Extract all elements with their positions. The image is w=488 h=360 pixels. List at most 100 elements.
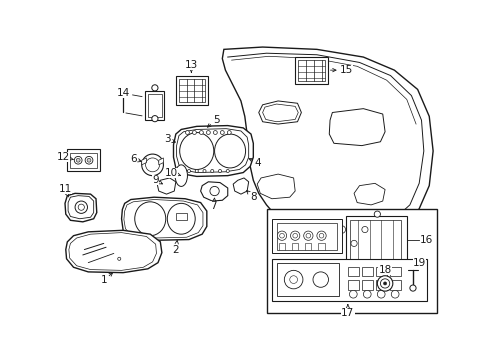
Circle shape bbox=[209, 186, 219, 195]
Polygon shape bbox=[176, 129, 248, 172]
Bar bbox=[276, 264, 338, 296]
Circle shape bbox=[409, 285, 415, 291]
Polygon shape bbox=[69, 233, 156, 270]
Circle shape bbox=[289, 276, 297, 283]
Text: 12: 12 bbox=[57, 152, 73, 162]
Polygon shape bbox=[257, 174, 295, 199]
Text: 14: 14 bbox=[116, 88, 142, 98]
Text: 13: 13 bbox=[184, 60, 198, 73]
Circle shape bbox=[377, 276, 392, 291]
Polygon shape bbox=[159, 158, 163, 165]
Bar bbox=[305, 243, 311, 249]
Bar bbox=[318, 243, 324, 249]
Polygon shape bbox=[65, 193, 97, 222]
Circle shape bbox=[337, 226, 345, 233]
Circle shape bbox=[292, 233, 297, 238]
Circle shape bbox=[305, 233, 310, 238]
Circle shape bbox=[74, 156, 82, 164]
Bar bbox=[271, 219, 341, 253]
Circle shape bbox=[210, 170, 213, 172]
Polygon shape bbox=[66, 230, 162, 273]
Polygon shape bbox=[200, 182, 227, 201]
Bar bbox=[176, 213, 186, 220]
Circle shape bbox=[145, 158, 159, 172]
Circle shape bbox=[151, 116, 158, 122]
Circle shape bbox=[118, 257, 121, 260]
Circle shape bbox=[226, 170, 229, 172]
Circle shape bbox=[373, 211, 380, 217]
Polygon shape bbox=[123, 199, 203, 238]
Polygon shape bbox=[258, 101, 301, 124]
Circle shape bbox=[277, 231, 286, 240]
Bar bbox=[67, 149, 100, 171]
Text: 4: 4 bbox=[248, 158, 261, 167]
Circle shape bbox=[192, 131, 196, 134]
Bar bbox=[389, 280, 400, 289]
Bar bbox=[70, 153, 97, 168]
Circle shape bbox=[203, 170, 205, 172]
Circle shape bbox=[185, 131, 189, 134]
Circle shape bbox=[78, 204, 84, 210]
Ellipse shape bbox=[135, 202, 165, 236]
Circle shape bbox=[218, 170, 221, 172]
Bar bbox=[346, 216, 406, 263]
Bar bbox=[278, 243, 285, 249]
Text: 5: 5 bbox=[207, 115, 219, 127]
Ellipse shape bbox=[167, 203, 195, 234]
Text: 19: 19 bbox=[412, 258, 425, 267]
Circle shape bbox=[380, 279, 389, 288]
Bar bbox=[298, 60, 324, 81]
Circle shape bbox=[316, 231, 325, 240]
Text: 8: 8 bbox=[246, 190, 256, 202]
Circle shape bbox=[213, 131, 217, 134]
Bar bbox=[176, 76, 208, 105]
Text: 18: 18 bbox=[378, 265, 391, 275]
Circle shape bbox=[290, 231, 299, 240]
Polygon shape bbox=[122, 197, 206, 240]
Bar bbox=[276, 222, 336, 249]
Polygon shape bbox=[142, 158, 146, 165]
Polygon shape bbox=[173, 126, 253, 176]
Circle shape bbox=[151, 85, 158, 91]
Polygon shape bbox=[157, 178, 176, 194]
Circle shape bbox=[319, 233, 323, 238]
Circle shape bbox=[312, 272, 328, 287]
Bar bbox=[389, 266, 400, 276]
Text: 17: 17 bbox=[341, 305, 354, 318]
Circle shape bbox=[350, 240, 356, 247]
Polygon shape bbox=[353, 183, 384, 205]
Ellipse shape bbox=[175, 165, 187, 186]
Polygon shape bbox=[262, 104, 298, 122]
Circle shape bbox=[76, 158, 80, 162]
Polygon shape bbox=[68, 195, 94, 219]
Bar bbox=[375, 280, 386, 289]
Circle shape bbox=[390, 291, 398, 298]
Text: 2: 2 bbox=[172, 240, 179, 255]
Ellipse shape bbox=[179, 132, 213, 170]
Text: 3: 3 bbox=[163, 134, 175, 144]
Polygon shape bbox=[328, 109, 384, 145]
Circle shape bbox=[279, 233, 284, 238]
Circle shape bbox=[349, 291, 356, 298]
Circle shape bbox=[284, 270, 302, 289]
Bar bbox=[349, 220, 400, 259]
Bar bbox=[148, 94, 162, 117]
Text: 1: 1 bbox=[100, 273, 112, 285]
Text: 11: 11 bbox=[58, 184, 71, 197]
Bar bbox=[144, 91, 164, 120]
Circle shape bbox=[142, 154, 163, 176]
Circle shape bbox=[187, 170, 190, 172]
Circle shape bbox=[85, 156, 93, 164]
Bar bbox=[361, 266, 372, 276]
Ellipse shape bbox=[214, 134, 245, 168]
Polygon shape bbox=[222, 47, 432, 242]
Bar bbox=[347, 266, 358, 276]
Bar bbox=[347, 280, 358, 289]
Text: 16: 16 bbox=[420, 235, 433, 244]
Text: 10: 10 bbox=[164, 167, 180, 177]
Polygon shape bbox=[233, 178, 248, 194]
Bar bbox=[361, 280, 372, 289]
Circle shape bbox=[220, 131, 224, 134]
Circle shape bbox=[383, 282, 386, 285]
Text: 7: 7 bbox=[210, 198, 217, 211]
